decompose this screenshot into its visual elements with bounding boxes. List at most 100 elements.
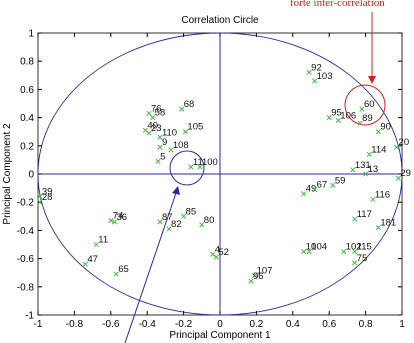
arrow — [124, 189, 178, 343]
point-label: 82 — [171, 219, 182, 230]
point — [248, 278, 254, 284]
highlight-circle — [169, 150, 205, 186]
point — [146, 130, 152, 136]
point-label: 39 — [42, 187, 53, 198]
x-tick-label: 0 — [217, 319, 223, 330]
point-label: 75 — [357, 253, 368, 264]
point-label: 58 — [155, 108, 166, 119]
point — [188, 164, 194, 170]
y-axis-label: Principal Component 2 — [2, 123, 13, 225]
point — [108, 217, 114, 224]
point-label: 65 — [118, 264, 129, 275]
point — [142, 127, 148, 133]
point-label: 102 — [346, 242, 362, 253]
point — [146, 110, 152, 116]
point-label: 131 — [355, 160, 371, 171]
y-tick-label: 0 — [28, 170, 34, 181]
point — [370, 196, 376, 202]
point — [359, 106, 365, 112]
annotation: forte inter-correlation — [290, 0, 385, 9]
point-label: 74 — [113, 211, 124, 222]
x-tick-label: 0.2 — [249, 319, 263, 330]
point-label: 85 — [186, 206, 197, 217]
point-label: 104 — [311, 242, 327, 253]
point-label: 67 — [317, 180, 328, 191]
point — [301, 248, 307, 255]
point — [157, 219, 163, 225]
point — [37, 199, 43, 205]
point — [350, 167, 356, 173]
point-label: 36 — [116, 212, 127, 223]
point-label: 49 — [306, 184, 317, 195]
point — [157, 134, 163, 140]
point-label: 87 — [162, 212, 173, 223]
point — [312, 186, 318, 193]
point — [326, 115, 332, 121]
y-tick-label: 0.2 — [20, 141, 34, 152]
point-label: 108 — [173, 140, 189, 151]
y-tick-label: -0.8 — [17, 282, 35, 293]
highlight-circle — [344, 84, 386, 126]
point-label: 92 — [311, 62, 322, 73]
y-tick-label: -1 — [25, 311, 34, 322]
point-label: 20 — [399, 137, 410, 148]
point-label: 13 — [368, 164, 379, 175]
y-tick-label: -0.4 — [17, 226, 35, 237]
point — [150, 115, 156, 121]
x-tick-label: 0.8 — [359, 319, 373, 330]
point — [197, 164, 203, 170]
point-label: 11 — [98, 235, 108, 246]
point-label: 59 — [335, 175, 346, 186]
point — [375, 225, 381, 231]
point-label: 115 — [357, 242, 372, 253]
point — [363, 171, 369, 177]
point — [252, 272, 258, 279]
point-label: 60 — [364, 99, 375, 110]
y-tick-label: 0.8 — [20, 57, 34, 68]
point-label: 110 — [162, 127, 177, 138]
point-label: 105 — [187, 122, 203, 133]
point — [341, 248, 347, 255]
point-label: 68 — [184, 99, 195, 110]
point-label: 23 — [151, 123, 162, 134]
point — [306, 248, 312, 255]
point-label: 10 — [306, 242, 317, 253]
point-label: 28 — [42, 192, 53, 203]
point-label: 47 — [87, 254, 98, 265]
point — [182, 129, 188, 135]
point — [155, 158, 161, 164]
point-label: 90 — [380, 122, 391, 133]
point — [312, 78, 318, 84]
point-label: 95 — [331, 108, 342, 119]
point-label: 4 — [215, 244, 220, 255]
arrow-head — [172, 186, 180, 195]
point-label: 116 — [375, 189, 390, 200]
y-tick-label: -0.2 — [17, 198, 35, 209]
point — [330, 182, 336, 188]
point-label: 96 — [253, 271, 264, 282]
x-tick-label: -1 — [34, 319, 43, 330]
point — [375, 129, 381, 135]
point-label: 11 — [193, 157, 203, 168]
x-tick-label: -0.6 — [102, 319, 120, 330]
point — [366, 151, 372, 157]
point-label: 107 — [257, 266, 273, 277]
point-label: 106 — [340, 110, 356, 121]
point — [166, 226, 172, 232]
point — [335, 117, 341, 123]
x-tick-label: -0.4 — [139, 319, 157, 330]
point-label: 117 — [357, 209, 372, 220]
point — [93, 241, 99, 248]
point-label: 100 — [202, 157, 218, 168]
point — [82, 261, 88, 267]
point-label: 89 — [362, 113, 373, 124]
x-tick-label: 0.4 — [286, 319, 300, 330]
point — [37, 194, 43, 200]
point — [306, 69, 312, 76]
point — [168, 147, 174, 153]
point — [393, 144, 400, 150]
point-label: 40 — [147, 120, 158, 131]
y-tick-label: -0.6 — [17, 254, 35, 265]
point — [181, 213, 187, 219]
point — [352, 248, 358, 255]
